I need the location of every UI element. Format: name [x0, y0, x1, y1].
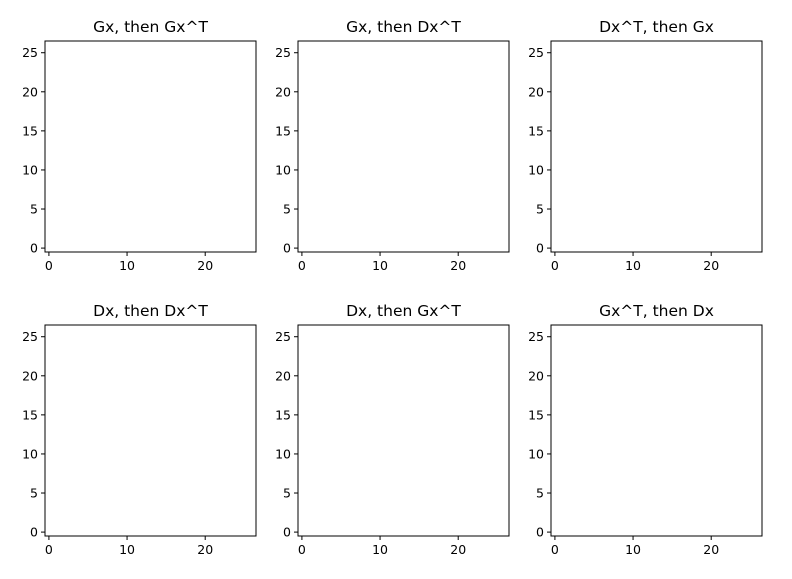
- x-tick-label: 10: [372, 258, 388, 273]
- axes-frame: [550, 40, 763, 253]
- y-tick-label: 0: [283, 241, 291, 256]
- x-tick-label: 10: [625, 258, 641, 273]
- y-tick-label: 20: [22, 368, 38, 383]
- y-tick-label: 20: [275, 368, 291, 383]
- x-tick-label: 0: [551, 258, 559, 273]
- y-tick-label: 25: [22, 329, 38, 344]
- y-tick-label: 5: [536, 486, 544, 501]
- y-tick-label: 0: [30, 525, 38, 540]
- y-tick-label: 15: [22, 407, 38, 422]
- y-tick-label: 15: [275, 407, 291, 422]
- axes-frame: [550, 324, 763, 537]
- y-tick-label: 25: [275, 329, 291, 344]
- y-tick-label: 0: [30, 241, 38, 256]
- y-tick-label: 10: [528, 446, 544, 461]
- y-tick-label: 15: [22, 123, 38, 138]
- y-tick-label: 10: [22, 446, 38, 461]
- heatmap-panel-6: Gx^T, then Dx 0 10 20 0 5 10 15 20 25: [528, 302, 763, 557]
- y-tick-label: 20: [528, 84, 544, 99]
- axes-frame: [297, 324, 510, 537]
- x-tick-label: 10: [625, 542, 641, 557]
- x-tick-label: 0: [45, 542, 53, 557]
- heatmap-panel-5: Dx, then Gx^T 0 10 20 0 5 10 15 20 25: [275, 302, 510, 557]
- panel-title: Gx^T, then Dx: [599, 302, 714, 320]
- x-tick-label: 10: [119, 258, 135, 273]
- x-tick-label: 20: [197, 542, 213, 557]
- x-tick-label: 0: [45, 258, 53, 273]
- x-tick-label: 0: [298, 258, 306, 273]
- y-tick-label: 20: [22, 84, 38, 99]
- y-tick-label: 5: [536, 202, 544, 217]
- x-tick-label: 10: [119, 542, 135, 557]
- x-tick-label: 20: [450, 258, 466, 273]
- y-tick-label: 25: [528, 329, 544, 344]
- y-tick-label: 5: [283, 486, 291, 501]
- axes-frame: [44, 324, 257, 537]
- y-tick-label: 10: [275, 162, 291, 177]
- y-tick-label: 20: [275, 84, 291, 99]
- y-tick-label: 15: [528, 123, 544, 138]
- y-tick-label: 20: [528, 368, 544, 383]
- panel-title: Gx, then Gx^T: [93, 18, 208, 36]
- panel-title: Dx, then Dx^T: [93, 302, 208, 320]
- panel-title: Dx^T, then Gx: [599, 18, 714, 36]
- x-tick-label: 20: [703, 258, 719, 273]
- y-tick-label: 15: [275, 123, 291, 138]
- heatmap-panel-1: Gx, then Gx^T 0 10 20 0 5 10 15 20 25: [22, 18, 257, 273]
- y-tick-label: 10: [275, 446, 291, 461]
- y-tick-label: 5: [283, 202, 291, 217]
- x-tick-label: 10: [372, 542, 388, 557]
- y-tick-label: 0: [536, 241, 544, 256]
- y-tick-label: 25: [275, 45, 291, 60]
- panel-title: Dx, then Gx^T: [346, 302, 461, 320]
- x-tick-label: 0: [551, 542, 559, 557]
- heatmap-panel-2: Gx, then Dx^T 0 10 20 0 5 10 15 20 25: [275, 18, 510, 273]
- heatmap-panel-3: Dx^T, then Gx 0 10 20 0 5 10 15 20 25: [528, 18, 763, 273]
- y-tick-label: 5: [30, 486, 38, 501]
- x-tick-label: 0: [298, 542, 306, 557]
- x-tick-label: 20: [703, 542, 719, 557]
- y-tick-label: 10: [22, 162, 38, 177]
- y-tick-label: 5: [30, 202, 38, 217]
- x-tick-label: 20: [450, 542, 466, 557]
- y-tick-label: 0: [536, 525, 544, 540]
- y-tick-label: 15: [528, 407, 544, 422]
- y-tick-label: 0: [283, 525, 291, 540]
- y-tick-label: 10: [528, 162, 544, 177]
- axes-frame: [297, 40, 510, 253]
- y-tick-label: 25: [528, 45, 544, 60]
- x-tick-label: 20: [197, 258, 213, 273]
- axes-frame: [44, 40, 257, 253]
- y-tick-label: 25: [22, 45, 38, 60]
- heatmap-panel-4: Dx, then Dx^T 0 10 20 0 5 10 15 20 25: [22, 302, 257, 557]
- panel-title: Gx, then Dx^T: [346, 18, 461, 36]
